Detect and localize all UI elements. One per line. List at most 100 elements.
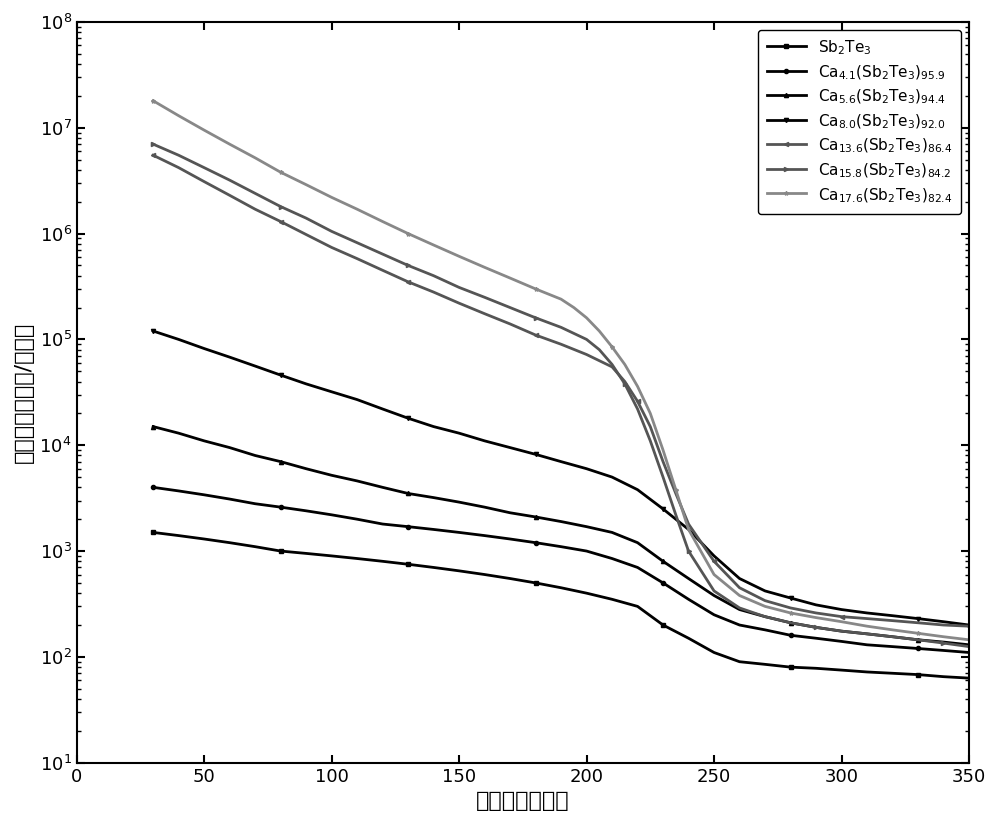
Ca$_{8.0}$(Sb$_2$Te$_3$)$_{92.0}$	[683, 525, 695, 535]
Ca$_{15.8}$(Sb$_2$Te$_3$)$_{84.2}$	[173, 150, 185, 160]
Sb$_2$Te$_3$	[734, 657, 746, 667]
Sb$_2$Te$_3$	[836, 665, 848, 675]
Sb$_2$Te$_3$	[224, 538, 236, 548]
Ca$_{13.6}$(Sb$_2$Te$_3$)$_{86.4}$	[428, 287, 440, 297]
Ca$_{4.1}$(Sb$_2$Te$_3$)$_{95.9}$	[504, 534, 516, 544]
Ca$_{15.8}$(Sb$_2$Te$_3$)$_{84.2}$	[670, 510, 682, 520]
Ca$_{5.6}$(Sb$_2$Te$_3$)$_{94.4}$	[657, 556, 669, 566]
Sb$_2$Te$_3$	[887, 668, 899, 678]
Ca$_{15.8}$(Sb$_2$Te$_3$)$_{84.2}$	[937, 638, 949, 648]
Ca$_{4.1}$(Sb$_2$Te$_3$)$_{95.9}$	[479, 530, 491, 540]
Ca$_{5.6}$(Sb$_2$Te$_3$)$_{94.4}$	[351, 476, 363, 486]
Ca$_{17.6}$(Sb$_2$Te$_3$)$_{82.4}$	[581, 313, 593, 323]
Ca$_{15.8}$(Sb$_2$Te$_3$)$_{84.2}$	[734, 603, 746, 613]
Ca$_{17.6}$(Sb$_2$Te$_3$)$_{82.4}$	[249, 153, 261, 163]
Ca$_{8.0}$(Sb$_2$Te$_3$)$_{92.0}$	[937, 617, 949, 627]
Ca$_{17.6}$(Sb$_2$Te$_3$)$_{82.4}$	[428, 240, 440, 250]
Ca$_{13.6}$(Sb$_2$Te$_3$)$_{86.4}$	[326, 243, 338, 252]
Ca$_{8.0}$(Sb$_2$Te$_3$)$_{92.0}$	[300, 379, 312, 389]
Ca$_{15.8}$(Sb$_2$Te$_3$)$_{84.2}$	[657, 472, 669, 482]
Ca$_{5.6}$(Sb$_2$Te$_3$)$_{94.4}$	[887, 632, 899, 642]
Ca$_{15.8}$(Sb$_2$Te$_3$)$_{84.2}$	[887, 632, 899, 642]
Ca$_{15.8}$(Sb$_2$Te$_3$)$_{84.2}$	[428, 271, 440, 281]
Ca$_{13.6}$(Sb$_2$Te$_3$)$_{86.4}$	[670, 488, 682, 498]
Ca$_{4.1}$(Sb$_2$Te$_3$)$_{95.9}$	[555, 542, 567, 552]
Ca$_{15.8}$(Sb$_2$Te$_3$)$_{84.2}$	[963, 642, 975, 652]
Ca$_{5.6}$(Sb$_2$Te$_3$)$_{94.4}$	[861, 629, 873, 639]
Ca$_{5.6}$(Sb$_2$Te$_3$)$_{94.4}$	[147, 422, 159, 431]
Ca$_{4.1}$(Sb$_2$Te$_3$)$_{95.9}$	[887, 642, 899, 652]
Ca$_{5.6}$(Sb$_2$Te$_3$)$_{94.4}$	[275, 457, 287, 467]
Ca$_{5.6}$(Sb$_2$Te$_3$)$_{94.4}$	[606, 527, 618, 537]
Ca$_{4.1}$(Sb$_2$Te$_3$)$_{95.9}$	[657, 578, 669, 588]
Ca$_{15.8}$(Sb$_2$Te$_3$)$_{84.2}$	[555, 323, 567, 332]
Sb$_2$Te$_3$	[632, 601, 644, 611]
Ca$_{15.8}$(Sb$_2$Te$_3$)$_{84.2}$	[759, 611, 771, 621]
Ca$_{8.0}$(Sb$_2$Te$_3$)$_{92.0}$	[453, 428, 465, 438]
Sb$_2$Te$_3$	[173, 530, 185, 540]
Ca$_{13.6}$(Sb$_2$Te$_3$)$_{86.4}$	[555, 339, 567, 349]
Ca$_{4.1}$(Sb$_2$Te$_3$)$_{95.9}$	[300, 506, 312, 516]
Ca$_{8.0}$(Sb$_2$Te$_3$)$_{92.0}$	[530, 450, 542, 460]
Sb$_2$Te$_3$	[249, 542, 261, 552]
Sb$_2$Te$_3$	[912, 670, 924, 680]
Ca$_{4.1}$(Sb$_2$Te$_3$)$_{95.9}$	[581, 546, 593, 556]
Ca$_{4.1}$(Sb$_2$Te$_3$)$_{95.9}$	[173, 486, 185, 496]
Ca$_{13.6}$(Sb$_2$Te$_3$)$_{86.4}$	[683, 519, 695, 529]
Ca$_{13.6}$(Sb$_2$Te$_3$)$_{86.4}$	[530, 330, 542, 340]
Sb$_2$Te$_3$	[963, 673, 975, 683]
Ca$_{17.6}$(Sb$_2$Te$_3$)$_{82.4}$	[785, 608, 797, 618]
Ca$_{8.0}$(Sb$_2$Te$_3$)$_{92.0}$	[224, 352, 236, 362]
Ca$_{4.1}$(Sb$_2$Te$_3$)$_{95.9}$	[759, 625, 771, 634]
Ca$_{4.1}$(Sb$_2$Te$_3$)$_{95.9}$	[428, 525, 440, 535]
Ca$_{13.6}$(Sb$_2$Te$_3$)$_{86.4}$	[173, 163, 185, 172]
Ca$_{15.8}$(Sb$_2$Te$_3$)$_{84.2}$	[402, 261, 414, 271]
Ca$_{5.6}$(Sb$_2$Te$_3$)$_{94.4}$	[249, 450, 261, 460]
Ca$_{17.6}$(Sb$_2$Te$_3$)$_{82.4}$	[453, 252, 465, 262]
Ca$_{17.6}$(Sb$_2$Te$_3$)$_{82.4}$	[224, 139, 236, 149]
Ca$_{15.8}$(Sb$_2$Te$_3$)$_{84.2}$	[785, 618, 797, 628]
Ca$_{8.0}$(Sb$_2$Te$_3$)$_{92.0}$	[632, 485, 644, 495]
Ca$_{5.6}$(Sb$_2$Te$_3$)$_{94.4}$	[963, 640, 975, 650]
Ca$_{15.8}$(Sb$_2$Te$_3$)$_{84.2}$	[912, 635, 924, 645]
Ca$_{8.0}$(Sb$_2$Te$_3$)$_{92.0}$	[810, 600, 822, 610]
Sb$_2$Te$_3$	[759, 659, 771, 669]
Sb$_2$Te$_3$	[937, 672, 949, 681]
Ca$_{17.6}$(Sb$_2$Te$_3$)$_{82.4}$	[619, 360, 631, 370]
Sb$_2$Te$_3$	[198, 534, 210, 544]
Line: Ca$_{5.6}$(Sb$_2$Te$_3$)$_{94.4}$: Ca$_{5.6}$(Sb$_2$Te$_3$)$_{94.4}$	[151, 425, 971, 647]
Ca$_{17.6}$(Sb$_2$Te$_3$)$_{82.4}$	[657, 446, 669, 455]
Sb$_2$Te$_3$	[657, 620, 669, 630]
Ca$_{17.6}$(Sb$_2$Te$_3$)$_{82.4}$	[836, 617, 848, 627]
Ca$_{5.6}$(Sb$_2$Te$_3$)$_{94.4}$	[708, 591, 720, 601]
Ca$_{17.6}$(Sb$_2$Te$_3$)$_{82.4}$	[530, 284, 542, 294]
Ca$_{17.6}$(Sb$_2$Te$_3$)$_{82.4}$	[300, 180, 312, 190]
Ca$_{8.0}$(Sb$_2$Te$_3$)$_{92.0}$	[785, 593, 797, 603]
Ca$_{13.6}$(Sb$_2$Te$_3$)$_{86.4}$	[836, 611, 848, 621]
Sb$_2$Te$_3$	[581, 588, 593, 598]
Ca$_{8.0}$(Sb$_2$Te$_3$)$_{92.0}$	[428, 422, 440, 431]
Ca$_{13.6}$(Sb$_2$Te$_3$)$_{86.4}$	[351, 253, 363, 263]
Ca$_{15.8}$(Sb$_2$Te$_3$)$_{84.2}$	[644, 436, 656, 446]
Sb$_2$Te$_3$	[810, 663, 822, 673]
Ca$_{13.6}$(Sb$_2$Te$_3$)$_{86.4}$	[887, 615, 899, 625]
Ca$_{8.0}$(Sb$_2$Te$_3$)$_{92.0}$	[887, 610, 899, 620]
Ca$_{8.0}$(Sb$_2$Te$_3$)$_{92.0}$	[326, 387, 338, 397]
Ca$_{13.6}$(Sb$_2$Te$_3$)$_{86.4}$	[657, 457, 669, 467]
Ca$_{5.6}$(Sb$_2$Te$_3$)$_{94.4}$	[198, 436, 210, 446]
Ca$_{8.0}$(Sb$_2$Te$_3$)$_{92.0}$	[504, 443, 516, 453]
Ca$_{8.0}$(Sb$_2$Te$_3$)$_{92.0}$	[173, 334, 185, 344]
Sb$_2$Te$_3$	[555, 582, 567, 592]
Ca$_{13.6}$(Sb$_2$Te$_3$)$_{86.4}$	[619, 376, 631, 386]
Ca$_{15.8}$(Sb$_2$Te$_3$)$_{84.2}$	[708, 586, 720, 596]
Sb$_2$Te$_3$	[275, 546, 287, 556]
Ca$_{13.6}$(Sb$_2$Te$_3$)$_{86.4}$	[734, 582, 746, 592]
Ca$_{4.1}$(Sb$_2$Te$_3$)$_{95.9}$	[683, 594, 695, 604]
Ca$_{5.6}$(Sb$_2$Te$_3$)$_{94.4}$	[937, 637, 949, 647]
Ca$_{15.8}$(Sb$_2$Te$_3$)$_{84.2}$	[593, 345, 605, 355]
Ca$_{8.0}$(Sb$_2$Te$_3$)$_{92.0}$	[275, 370, 287, 380]
Ca$_{17.6}$(Sb$_2$Te$_3$)$_{82.4}$	[963, 635, 975, 645]
Line: Ca$_{13.6}$(Sb$_2$Te$_3$)$_{86.4}$: Ca$_{13.6}$(Sb$_2$Te$_3$)$_{86.4}$	[151, 153, 971, 629]
Ca$_{13.6}$(Sb$_2$Te$_3$)$_{86.4}$	[479, 309, 491, 318]
Sb$_2$Te$_3$	[479, 569, 491, 579]
